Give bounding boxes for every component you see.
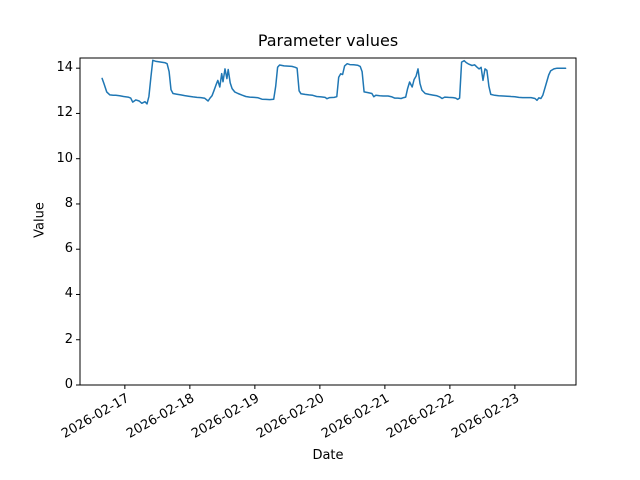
y-tick-label: 12 <box>56 105 73 121</box>
y-tick-label: 10 <box>56 150 73 166</box>
y-tick-label: 6 <box>64 241 73 257</box>
y-axis-label: Value <box>32 202 48 238</box>
x-axis-label: Date <box>312 448 344 463</box>
chart-title: Parameter values <box>257 31 399 50</box>
axes-frame <box>79 57 577 386</box>
y-tick-label: 14 <box>56 60 73 76</box>
y-tick-label: 2 <box>64 331 73 347</box>
data-line <box>101 59 567 105</box>
y-tick-label: 4 <box>64 286 73 302</box>
y-tick-label: 0 <box>64 377 73 392</box>
y-tick-label: 8 <box>64 195 73 211</box>
